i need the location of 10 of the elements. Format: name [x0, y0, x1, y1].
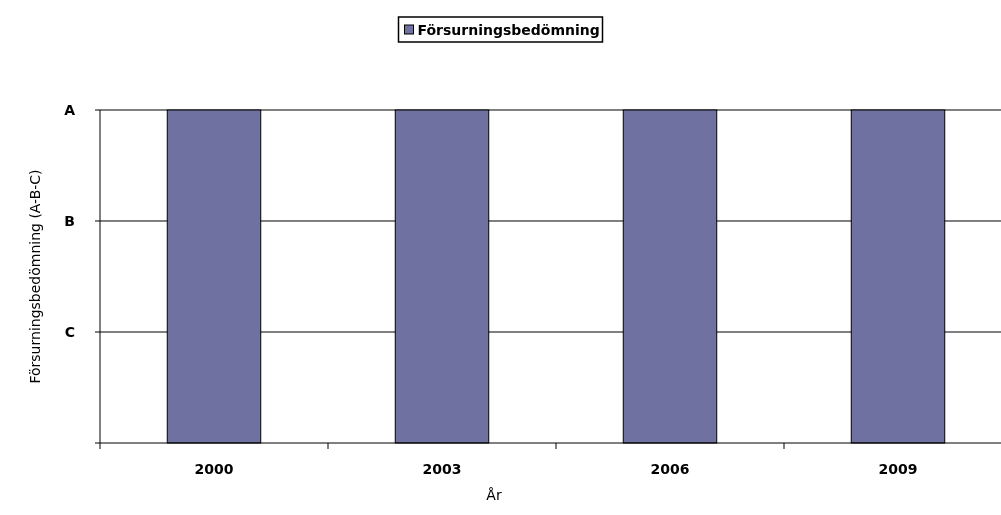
x-tick-label: 2003: [422, 461, 462, 477]
text: Försurningsbedömning: [417, 21, 600, 38]
x-tick-label: 2009: [878, 461, 918, 477]
x-tick-label: 2000: [194, 461, 234, 477]
ref-line-label: B: [64, 212, 75, 229]
ref-line-label: C: [64, 323, 75, 340]
y-axis-title: Försurningsbedömning (A-B-C): [27, 169, 43, 384]
x-tick-label: 2006: [650, 461, 690, 477]
ref-line-label: A: [64, 101, 76, 118]
x-axis-title: År: [486, 487, 502, 503]
